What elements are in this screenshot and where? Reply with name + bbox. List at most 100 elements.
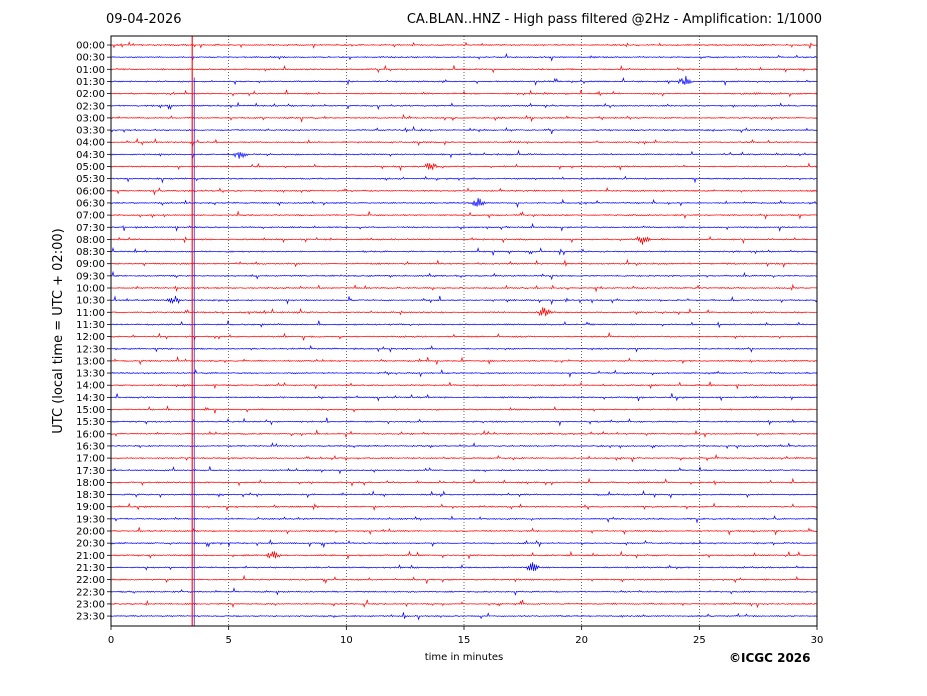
y-tick-label: 04:30 (76, 150, 105, 161)
trace-line (110, 41, 818, 49)
trace-line (110, 125, 818, 135)
trace-line (110, 527, 818, 536)
trace-line (110, 429, 818, 439)
trace-line (110, 550, 818, 560)
y-tick-label: 15:30 (76, 417, 105, 428)
y-tick-label: 13:00 (76, 356, 105, 367)
y-tick-label: 01:30 (76, 77, 105, 88)
trace-line (110, 477, 818, 487)
trace-line (110, 101, 818, 111)
y-tick-label: 03:00 (76, 113, 105, 124)
y-tick-label: 07:30 (76, 223, 105, 234)
chart-title: CA.BLAN..HNZ - High pass filtered @2Hz -… (406, 12, 822, 27)
y-tick-label: 22:30 (76, 587, 105, 598)
trace-line (110, 75, 818, 87)
y-tick-label: 06:30 (76, 198, 105, 209)
y-tick-label: 12:30 (76, 344, 105, 355)
trace-line (110, 331, 818, 341)
trace-line (110, 137, 818, 147)
trace-line (110, 270, 818, 281)
trace-line (110, 89, 818, 98)
trace-line (110, 453, 818, 462)
trace-line (110, 319, 818, 329)
y-tick-label: 17:30 (76, 466, 105, 477)
y-tick-label: 18:30 (76, 490, 105, 501)
x-tick-label: 5 (225, 635, 231, 646)
trace-line (110, 210, 818, 220)
trace-line (110, 283, 818, 293)
trace-line (110, 574, 818, 585)
trace-line (110, 64, 818, 74)
y-tick-label: 17:00 (76, 454, 105, 465)
y-tick-label: 23:00 (76, 599, 105, 610)
y-tick-label: 09:00 (76, 259, 105, 270)
trace-line (110, 466, 818, 475)
trace-line (110, 247, 818, 256)
trace-line (110, 417, 818, 427)
trace-line (110, 393, 818, 402)
trace-line (110, 405, 818, 414)
x-tick-label: 10 (340, 635, 353, 646)
trace-line (110, 442, 818, 450)
x-axis-label: time in minutes (425, 652, 504, 663)
y-tick-label: 15:00 (76, 405, 105, 416)
trace-line (110, 113, 818, 123)
y-tick-label: 16:00 (76, 429, 105, 440)
trace-line (110, 599, 818, 609)
event-bursts (191, 36, 195, 626)
y-tick-label: 11:30 (76, 320, 105, 331)
y-tick-label: 02:30 (76, 101, 105, 112)
trace-line (110, 258, 818, 269)
trace-line (110, 502, 818, 512)
y-tick-label: 04:00 (76, 138, 105, 149)
y-tick-label: 09:30 (76, 271, 105, 282)
grid-lines (228, 36, 700, 626)
y-tick-label: 22:00 (76, 575, 105, 586)
y-tick-label: 11:00 (76, 308, 105, 319)
trace-line (110, 381, 818, 390)
y-tick-label: 16:30 (76, 441, 105, 452)
x-tick-label: 20 (575, 635, 588, 646)
y-tick-label: 03:30 (76, 126, 105, 137)
y-tick-label: 14:00 (76, 381, 105, 392)
y-tick-label: 05:30 (76, 174, 105, 185)
y-tick-label: 01:00 (76, 65, 105, 76)
trace-line (110, 235, 818, 245)
trace-line (110, 175, 818, 184)
y-tick-label: 12:00 (76, 332, 105, 343)
trace-line (110, 187, 818, 196)
y-tick-label: 23:30 (76, 612, 105, 623)
y-tick-label: 10:00 (76, 284, 105, 295)
trace-line (110, 222, 818, 232)
y-tick-label: 21:30 (76, 563, 105, 574)
trace-line (110, 162, 818, 172)
y-tick-label: 06:00 (76, 186, 105, 197)
x-tick-label: 25 (693, 635, 706, 646)
trace-line (110, 368, 818, 379)
x-axis-ticks: 0 5 10 15 20 25 30 (108, 626, 824, 646)
y-tick-label: 08:30 (76, 247, 105, 258)
trace-line (110, 490, 818, 499)
trace-line (110, 52, 818, 62)
trace-line (110, 612, 818, 621)
trace-line (110, 307, 818, 317)
y-tick-label: 08:00 (76, 235, 105, 246)
y-tick-label: 10:30 (76, 296, 105, 307)
trace-line (110, 197, 818, 209)
y-tick-label: 07:00 (76, 211, 105, 222)
trace-line (110, 149, 818, 159)
trace-line (110, 587, 818, 596)
y-axis-label: UTC (local time = UTC + 02:00) (51, 228, 66, 433)
y-tick-label: 18:00 (76, 478, 105, 489)
y-tick-label: 21:00 (76, 551, 105, 562)
trace-line (110, 295, 818, 306)
y-tick-label: 14:30 (76, 393, 105, 404)
trace-line (110, 538, 818, 549)
y-tick-label: 19:30 (76, 514, 105, 525)
trace-line (110, 562, 818, 572)
y-tick-label: 13:30 (76, 369, 105, 380)
x-tick-label: 30 (811, 635, 824, 646)
trace-line (110, 344, 818, 353)
